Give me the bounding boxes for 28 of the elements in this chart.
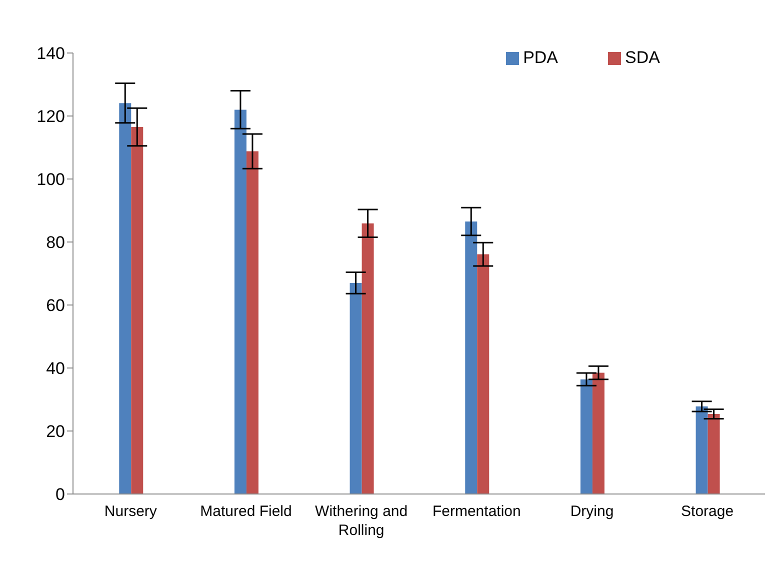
x-tick-label: Drying (570, 503, 614, 520)
bar (362, 223, 374, 494)
bar (592, 372, 604, 494)
x-tick-label: Withering and Rolling (315, 503, 408, 539)
legend-label: PDA (523, 48, 558, 67)
bar (119, 103, 132, 494)
bar (580, 379, 592, 494)
y-tick-label: 60 (46, 296, 65, 316)
x-tick-label: Nursery (104, 503, 158, 520)
y-tick-label: 120 (36, 107, 65, 126)
bar (708, 414, 720, 494)
bar (131, 127, 144, 494)
y-tick-label: 0 (56, 485, 65, 504)
bar (350, 282, 362, 494)
bar (696, 406, 708, 494)
legend-label: SDA (625, 48, 660, 67)
y-tick-label: 140 (36, 44, 65, 64)
bar (477, 254, 490, 494)
y-tick-label: 40 (46, 359, 65, 378)
bar (234, 110, 246, 494)
x-tick-label: Storage (681, 503, 734, 520)
bar (246, 151, 258, 494)
x-tick-label: Fermentation (432, 503, 521, 520)
x-tick-label: Matured Field (200, 503, 292, 520)
y-tick-label: 100 (36, 170, 65, 190)
bar (465, 222, 478, 494)
y-tick-label: 80 (46, 233, 65, 252)
y-tick-label: 20 (46, 422, 65, 442)
